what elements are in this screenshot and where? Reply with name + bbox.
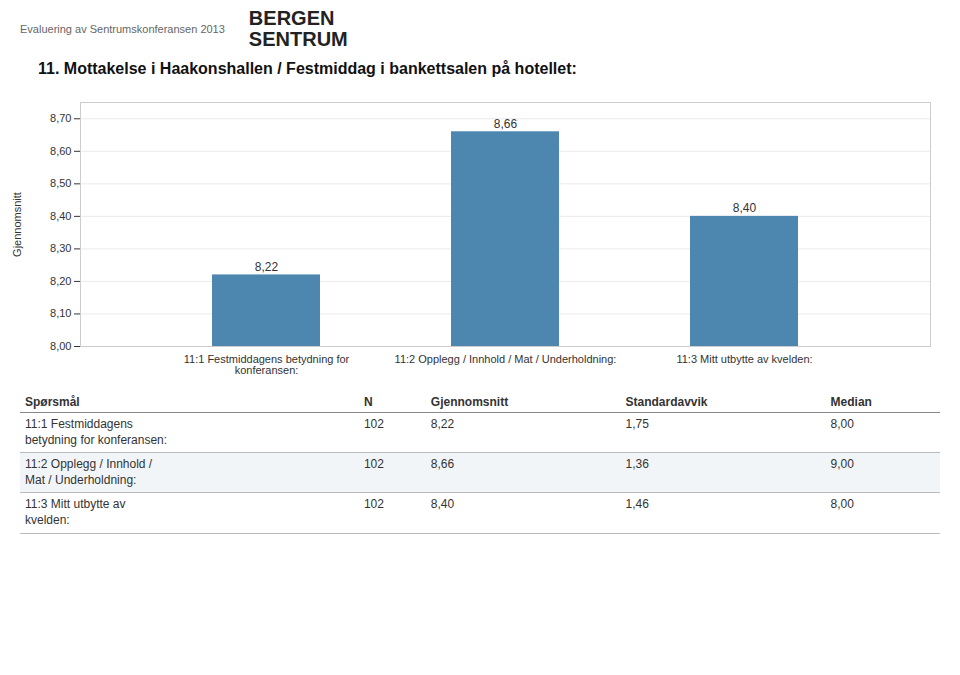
html-text:8,40: 8,40 [430,497,455,512]
svg-text:8,66: 8,66 [494,117,518,131]
html-text:102: 102 [363,457,384,472]
html-text:SENTRUM: SENTRUM [248,28,348,50]
html-text:11:2 Opplegg / Innhold / Mat /: 11:2 Opplegg / Innhold / Mat / Underhold… [25,457,153,487]
svg-text:8,70: 8,70 [50,112,71,124]
svg-text:8,10: 8,10 [50,307,71,319]
svg-text:8,40: 8,40 [50,210,71,222]
html-text:BERGEN: BERGEN [248,7,335,29]
svg-text:11:2 Opplegg / Innhold / Mat /: 11:2 Opplegg / Innhold / Mat / Underhold… [395,353,617,365]
svg-text:8,00: 8,00 [50,340,71,352]
html-text:102: 102 [363,417,384,431]
svg-text:8,22: 8,22 [255,260,279,274]
html-text:Standardavvik: Standardavvik [625,395,708,409]
html-text:8,22: 8,22 [430,417,455,431]
html-text:Median: Median [830,395,872,409]
html-text:Gjennomsnitt: Gjennomsnitt [430,395,509,409]
html-text:9,00: 9,00 [830,457,854,472]
html-text:8,00: 8,00 [830,497,854,512]
html-text:N: N [363,395,373,409]
svg-text:8,20: 8,20 [50,275,71,287]
html-text:11:3 Mitt utbytte av kvelden:: 11:3 Mitt utbytte av kvelden: [25,497,126,527]
svg-text:8,40: 8,40 [733,201,757,215]
html-text:8,00: 8,00 [830,417,854,431]
html-text:8,66: 8,66 [430,457,455,472]
html-text:11:1 Festmiddagens betydning f: 11:1 Festmiddagens betydning for konfera… [25,417,168,447]
html-text:Evaluering av Sentrumskonferan: Evaluering av Sentrumskonferansen 2013 [20,23,225,35]
html-text:102: 102 [363,497,384,512]
svg-text:8,50: 8,50 [50,177,71,189]
svg-text:8,30: 8,30 [50,242,71,254]
svg-text:11:3 Mitt utbytte av kvelden:: 11:3 Mitt utbytte av kvelden: [676,353,812,365]
html-text:11. Mottakelse i Haakonshallen: 11. Mottakelse i Haakonshallen / Festmid… [38,60,577,77]
html-text:1,75: 1,75 [625,417,649,431]
html-text:1,36: 1,36 [625,457,649,472]
html-text:1,46: 1,46 [625,497,649,512]
html-text:Spørsmål: Spørsmål [25,395,80,409]
svg-text:11:1 Festmiddagens betydning f: 11:1 Festmiddagens betydning forkonferan… [184,353,350,376]
svg-text:8,60: 8,60 [50,145,71,157]
svg-text:Gjennomsnitt: Gjennomsnitt [11,192,23,257]
